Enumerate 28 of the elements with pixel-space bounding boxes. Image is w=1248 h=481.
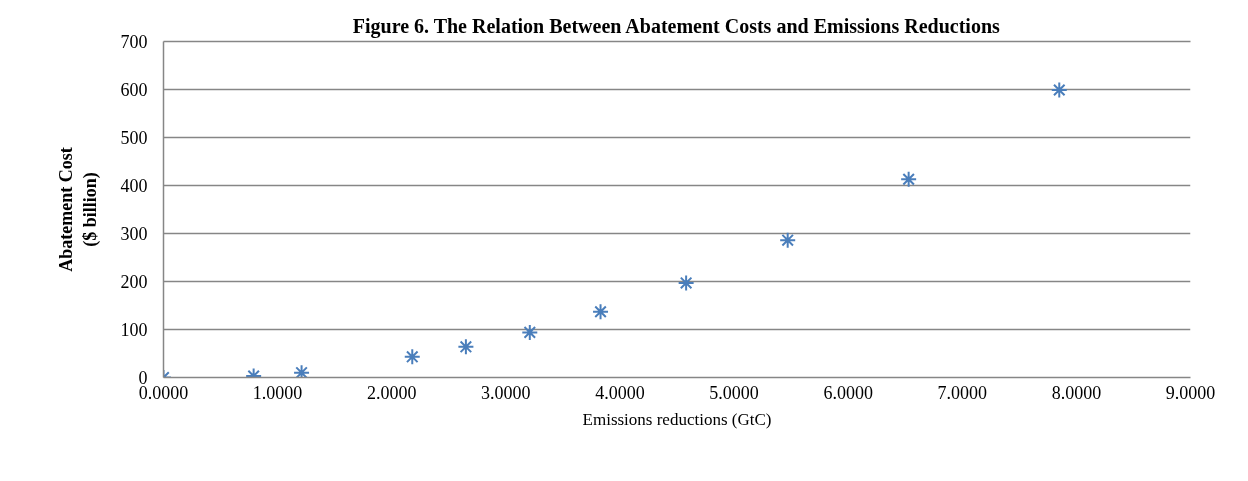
x-axis-title: Emissions reductions (GtC) bbox=[582, 409, 772, 429]
x-tick-label: 5.0000 bbox=[709, 382, 759, 403]
point bbox=[457, 338, 475, 356]
y-tick-label: 200 bbox=[120, 272, 148, 292]
x-tick-label: 3.0000 bbox=[481, 382, 531, 403]
x-tick-label: 4.0000 bbox=[595, 382, 645, 403]
point bbox=[403, 348, 421, 366]
chart-title: Figure 6. The Relation Between Abatement Costs and Emissions Reductions bbox=[352, 14, 1001, 38]
point bbox=[592, 303, 610, 321]
y-tick-label: 600 bbox=[120, 80, 148, 100]
point bbox=[900, 170, 918, 188]
y-tick-label: 400 bbox=[120, 176, 148, 196]
x-tick-label: 9.0000 bbox=[1165, 382, 1216, 403]
x-tick-label: 6.0000 bbox=[823, 382, 873, 403]
point bbox=[677, 274, 695, 292]
point bbox=[779, 231, 797, 249]
y-axis-title: Abatement Cost ($ billion) bbox=[55, 147, 101, 272]
y-tick-label: 100 bbox=[120, 320, 148, 340]
point bbox=[521, 323, 539, 341]
x-tick-label: 7.0000 bbox=[937, 382, 988, 403]
y-tick-label: 300 bbox=[120, 224, 148, 244]
x-tick-label: 8.0000 bbox=[1051, 382, 1102, 403]
point bbox=[293, 364, 311, 378]
y-tick-label: 700 bbox=[120, 32, 148, 52]
x-tick-label: 1.0000 bbox=[252, 382, 303, 403]
y-tick-label: 500 bbox=[120, 128, 148, 148]
x-tick-label: 2.0000 bbox=[366, 382, 417, 403]
point bbox=[1050, 81, 1068, 99]
